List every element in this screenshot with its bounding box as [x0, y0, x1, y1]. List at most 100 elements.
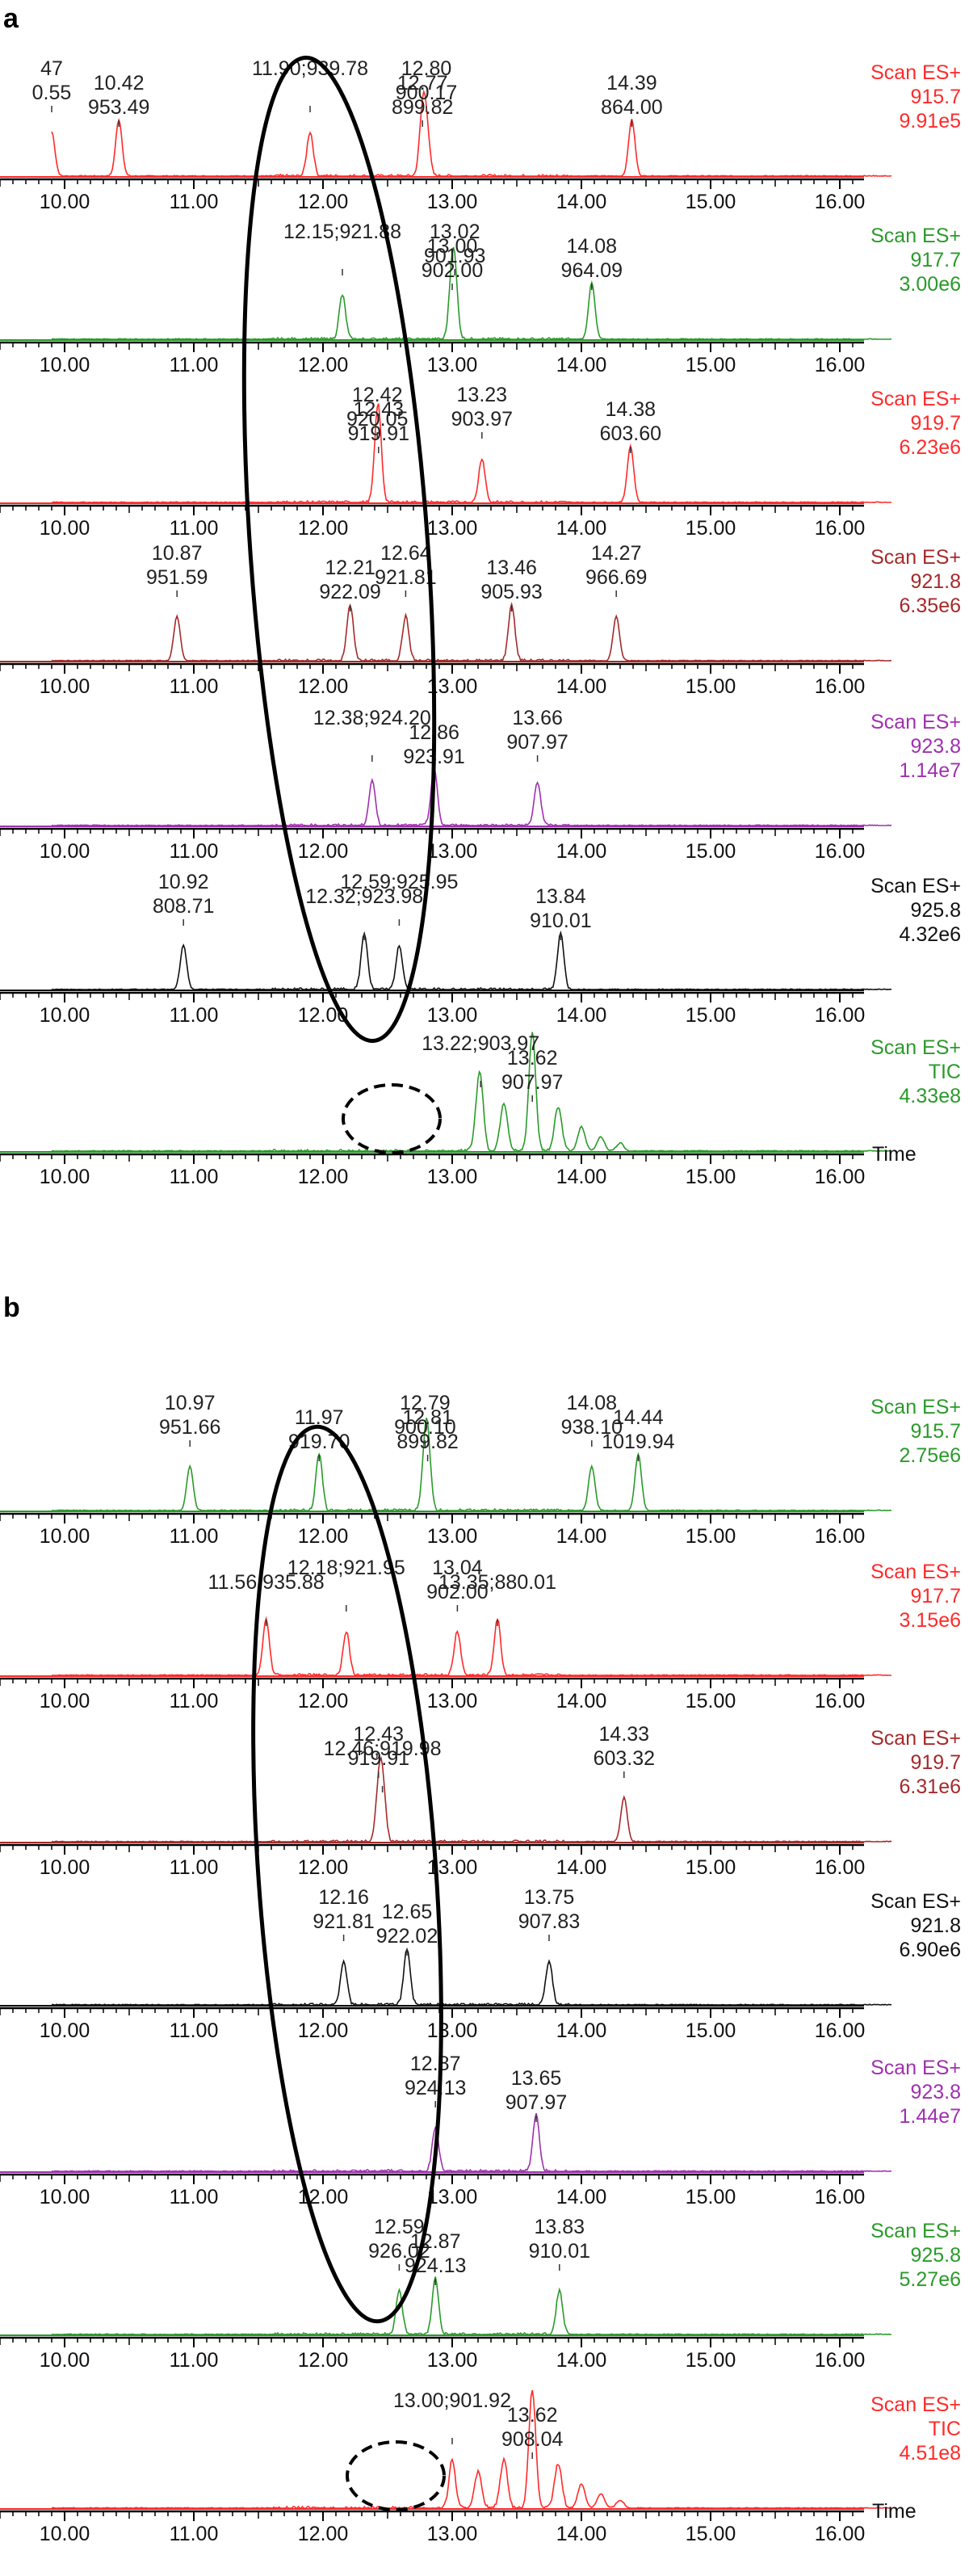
- scan-intensity-label: 6.31e6: [900, 1775, 961, 1798]
- scan-type-label: Scan ES+: [870, 2393, 961, 2416]
- peak-mz-label: 924.13: [405, 2077, 466, 2099]
- peak-mz-label: 0.55: [32, 82, 72, 104]
- scan-type-label: Scan ES+: [870, 1036, 961, 1059]
- tick-label: 12.00: [298, 840, 349, 863]
- tick-label: 14.00: [556, 1856, 607, 1879]
- tick-label: 16.00: [815, 2186, 866, 2208]
- peak-time-label: 10.92: [158, 871, 209, 893]
- tick-label: 10.00: [40, 2186, 90, 2208]
- tick-label: 16.00: [815, 354, 866, 376]
- series-line: [51, 2276, 891, 2336]
- peak-mz-label: 910.01: [529, 2240, 590, 2263]
- scan-mz-label: 925.8: [910, 899, 961, 922]
- peak-time-label: 12.59: [374, 2216, 425, 2238]
- peak-time-label: 14.38: [606, 398, 656, 421]
- tick-label: 16.00: [815, 1856, 866, 1879]
- time-axis: 10.00 11.00 12.00 13.00 14.00 15.00 16.00 Time: [0, 1143, 917, 1188]
- tick-label: 13.00: [427, 2019, 478, 2042]
- tick-label: 12.00: [298, 2523, 349, 2545]
- scan-intensity-label: 2.75e6: [900, 1444, 961, 1467]
- time-axis: 10.00 11.00 12.00 13.00 14.00 15.00 16.00: [0, 504, 865, 540]
- tick-label: 14.00: [556, 354, 607, 376]
- tick-label: 11.00: [170, 2349, 219, 2372]
- time-axis: 10.00 11.00 12.00 13.00 14.00 15.00 16.00: [0, 341, 866, 376]
- peak-time-label: 14.08: [567, 1392, 618, 1414]
- peak-mz-label: 920.05: [346, 408, 408, 431]
- peak-mz-label: 900.17: [396, 82, 457, 104]
- time-axis: 10.00 11.00 12.00 13.00 14.00 15.00 16.00 Time: [0, 2500, 917, 2545]
- tick-label: 15.00: [686, 840, 736, 863]
- tick-label: 14.00: [556, 2019, 607, 2042]
- series-line: [51, 601, 892, 662]
- peak-annotation: 12.32;923.98: [305, 885, 423, 940]
- tick-label: 14.00: [556, 1690, 607, 1712]
- peak-time-label: 12.81: [402, 1406, 453, 1429]
- peak-annotation: 13.35;880.01: [438, 1571, 556, 1626]
- tick-label: 16.00: [815, 1004, 866, 1027]
- peak-time-label: 13.84: [535, 885, 586, 908]
- scan-intensity-label: 1.14e7: [900, 759, 961, 782]
- peak-time-label: 12.16: [318, 1886, 369, 1909]
- trace-917-7: Scan ES+917.73.15e6 12.18;921.9511.56;935…: [0, 1557, 961, 1712]
- tick-label: 15.00: [686, 2019, 736, 2042]
- tick-label: 12.00: [298, 1690, 349, 1712]
- scan-mz-label: TIC: [929, 2418, 961, 2440]
- peak-annotation: 11.56;935.88: [208, 1571, 325, 1626]
- peak-mz-label: 951.66: [159, 1416, 220, 1439]
- peak-time-label: 13.02: [430, 221, 480, 243]
- peak-time-label: 13.00: [427, 235, 478, 258]
- tick-label: 16.00: [815, 1525, 866, 1548]
- tick-label: 16.00: [815, 191, 866, 213]
- scan-type-label: Scan ES+: [870, 61, 961, 84]
- tick-label: 15.00: [686, 2523, 736, 2545]
- tick-label: 10.00: [40, 2523, 90, 2545]
- peak-time-label: 13.75: [524, 1886, 575, 1909]
- peak-mz-label: 922.09: [319, 581, 380, 603]
- tick-label: 14.00: [556, 2186, 607, 2208]
- scan-type-label: Scan ES+: [870, 711, 961, 733]
- tick-label: 11.00: [170, 675, 219, 698]
- tick-label: 16.00: [815, 1690, 866, 1712]
- tick-label: 12.00: [298, 1525, 349, 1548]
- series-line: [51, 1756, 892, 1843]
- peak-mz-label: 953.49: [88, 96, 149, 119]
- scan-intensity-label: 9.91e5: [900, 110, 961, 132]
- scan-mz-label: 917.7: [910, 1585, 961, 1607]
- tick-label: 11.00: [170, 840, 219, 863]
- peak-mz-label: 902.00: [426, 1581, 488, 1603]
- time-axis: 10.00 11.00 12.00 13.00 14.00 15.00 16.00: [0, 2173, 866, 2208]
- peak-mz-label: 899.82: [392, 96, 453, 119]
- tick-label: 15.00: [686, 2349, 736, 2372]
- tick-label: 11.00: [170, 1690, 219, 1712]
- scan-type-label: Scan ES+: [870, 875, 961, 897]
- peak-time-label: 13.04: [432, 1557, 483, 1579]
- panel-letter: a: [3, 3, 19, 34]
- peak-annotation: 13.00;901.92: [393, 2389, 511, 2444]
- scan-mz-label: 921.8: [910, 1914, 961, 1937]
- scan-mz-label: TIC: [929, 1061, 961, 1083]
- tick-label: 14.00: [556, 2349, 607, 2372]
- peak-time-label: 10.87: [152, 542, 203, 565]
- tick-label: 10.00: [40, 675, 90, 698]
- peak-mz-label: 808.71: [153, 895, 214, 918]
- peak-time-label: 14.33: [599, 1723, 650, 1746]
- scan-type-label: Scan ES+: [870, 1727, 961, 1750]
- peak-time-label: 13.83: [535, 2216, 585, 2238]
- tick-label: 14.00: [556, 1525, 607, 1548]
- peak-mz-label: 951.59: [146, 566, 208, 589]
- tick-label: 15.00: [686, 1525, 736, 1548]
- tick-label: 14.00: [556, 840, 607, 863]
- tick-label: 12.00: [298, 2349, 349, 2372]
